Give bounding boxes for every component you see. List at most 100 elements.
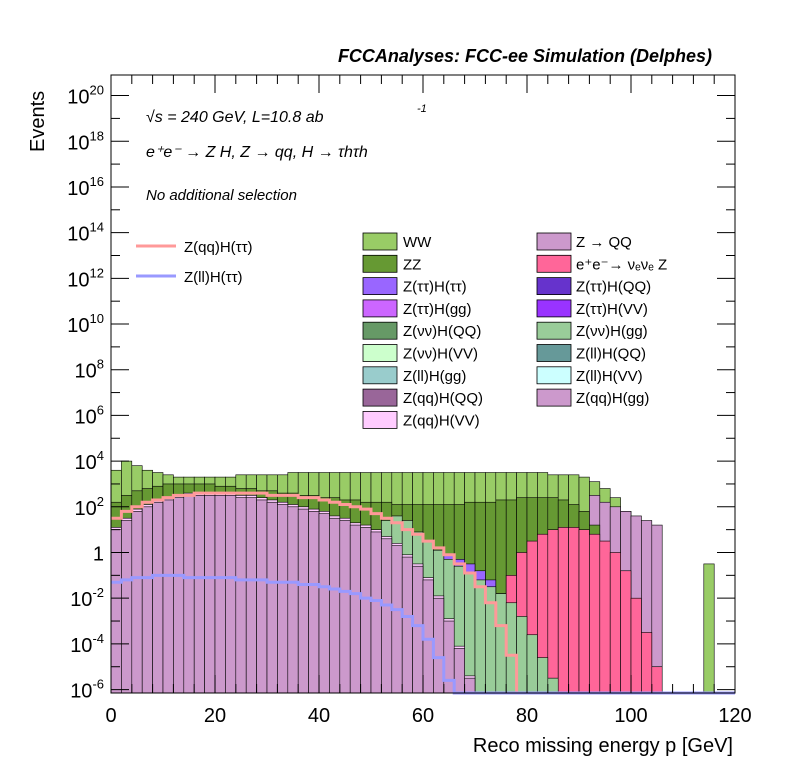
legend-label: Z(qq)H(gg) — [576, 390, 649, 407]
bar — [443, 620, 455, 694]
y-tick-label: 1012 — [67, 265, 104, 291]
bar — [464, 677, 476, 694]
annotation-energy: √s = 240 GeV, L=10.8 ab -1 — [146, 103, 427, 126]
legend-label: e⁺e⁻→ νₑνₑ Z — [576, 256, 667, 273]
bar — [235, 497, 247, 694]
bar — [152, 501, 164, 694]
bar — [620, 570, 632, 694]
legend-label: Z(ll)H(VV) — [576, 368, 643, 385]
bar — [641, 632, 653, 694]
bar — [141, 506, 153, 694]
legend-swatch — [362, 366, 398, 385]
legend-label: Z → QQ — [576, 234, 632, 251]
bar — [214, 495, 226, 694]
bar — [537, 657, 549, 694]
bar — [256, 499, 268, 694]
y-tick-label: 108 — [75, 357, 104, 383]
bar — [193, 495, 205, 694]
legend-label: Z(νν)H(gg) — [576, 323, 648, 340]
bar — [225, 495, 237, 694]
y-tick-label: 104 — [75, 448, 104, 474]
legend-label: Z(ll)H(gg) — [403, 368, 466, 385]
legend-swatch — [536, 344, 572, 362]
bar — [703, 563, 715, 694]
annotation-selection: No additional selection — [146, 187, 297, 204]
bar — [287, 506, 299, 694]
legend-label: Z(qq)H(VV) — [403, 412, 480, 429]
y-axis-label: Events — [27, 91, 49, 152]
bar — [651, 666, 663, 694]
bar — [422, 579, 434, 694]
legend-label: Z(ττ)H(gg) — [403, 301, 472, 318]
y-tick-label: 1020 — [67, 83, 104, 109]
chart-title: FCCAnalyses: FCC-ee Simulation (Delphes) — [338, 46, 712, 66]
x-tick-label: 100 — [614, 705, 647, 727]
legend-label: WW — [403, 234, 432, 251]
bar — [391, 545, 403, 694]
y-tick-label: 10-6 — [70, 677, 104, 703]
y-tick-label: 1014 — [67, 220, 104, 246]
legend-label: Z(ll)H(QQ) — [576, 346, 646, 363]
legend-label: Z(ττ)H(VV) — [576, 301, 648, 318]
bar — [589, 533, 601, 694]
bar — [578, 529, 590, 694]
bar — [433, 597, 445, 694]
plot-area: 0 20 40 60 80 100 120 1020 1018 1016 1014 1012 1010… — [67, 74, 752, 727]
bar — [183, 495, 195, 694]
bar — [547, 529, 559, 694]
legend-swatch — [536, 299, 572, 318]
energy-text: √s = 240 GeV, L=10.8 ab — [146, 109, 324, 126]
bar — [630, 597, 642, 694]
bar — [360, 527, 372, 694]
legend-swatch — [536, 232, 572, 251]
energy-exponent: -1 — [417, 103, 427, 115]
legend-swatch — [362, 388, 398, 407]
y-axis: 1020 1018 1016 1014 1012 1010 108 106 104 102 1 10-… — [67, 83, 735, 703]
bar — [297, 508, 309, 694]
legend-swatch — [362, 344, 398, 362]
y-tick-label: 10-2 — [70, 585, 104, 611]
bar — [308, 511, 320, 694]
bar — [370, 531, 382, 694]
bar — [547, 677, 559, 694]
legend-swatch — [536, 366, 572, 385]
bar — [339, 520, 351, 694]
legend-label: Z(νν)H(VV) — [403, 346, 478, 363]
bar — [162, 499, 174, 694]
legend-line-label: Z(ll)H(ττ) — [184, 269, 243, 286]
legend-swatch — [536, 254, 572, 273]
x-tick-label: 40 — [308, 705, 330, 727]
bar — [557, 527, 569, 694]
bar — [464, 572, 476, 694]
legend-line-label: Z(qq)H(ττ) — [184, 239, 253, 256]
y-tick-label: 1016 — [67, 174, 104, 200]
y-tick-label: 10-4 — [70, 631, 104, 657]
y-tick-label: 102 — [75, 494, 104, 520]
legend: Z(qq)H(ττ) Z(ll)H(ττ) WW ZZ Z(ττ)H(ττ) Z(ττ)H… — [136, 232, 667, 429]
bar — [204, 495, 216, 694]
legend-swatch — [536, 321, 572, 340]
bar — [266, 501, 278, 694]
bar — [110, 529, 122, 694]
legend-swatch — [362, 232, 398, 251]
bar — [131, 511, 143, 694]
bar — [318, 513, 330, 694]
bar — [474, 579, 486, 694]
bar — [245, 497, 257, 694]
svg-text:√s = 240 GeV, L=10.8 ab: √s = 240 GeV, L=10.8 ab — [146, 109, 324, 126]
bar — [121, 520, 133, 694]
bar — [526, 634, 538, 694]
bar — [568, 527, 580, 694]
bar — [277, 504, 289, 694]
x-tick-label: 80 — [516, 705, 538, 727]
legend-swatch — [362, 410, 398, 429]
y-tick-label: 106 — [75, 402, 104, 428]
x-axis: 0 20 40 60 80 100 120 — [105, 75, 752, 727]
legend-swatch — [362, 321, 398, 340]
legend-swatch — [362, 277, 398, 296]
x-tick-label: 120 — [718, 705, 751, 727]
annotation-process: e⁺e⁻ → Z H, Z → qq, H → τhτh — [146, 144, 368, 161]
y-tick-label: 1010 — [67, 311, 104, 337]
bar — [609, 552, 621, 694]
